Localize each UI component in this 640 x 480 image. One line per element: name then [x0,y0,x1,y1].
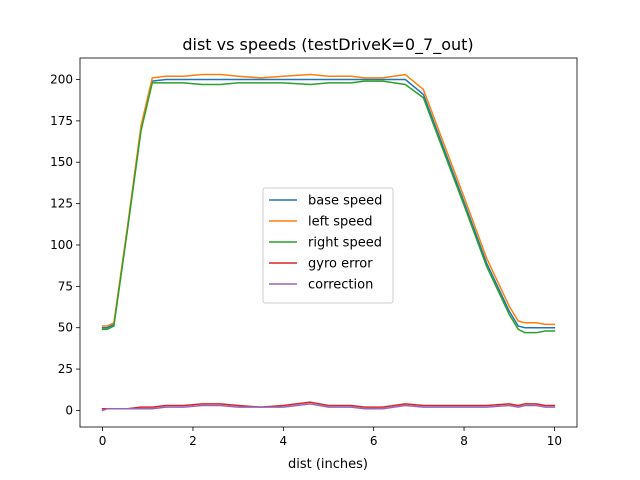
y-tick-label: 175 [50,114,73,128]
legend-box [262,187,394,304]
y-tick-label: 150 [50,155,73,169]
legend-entry-label: left speed [308,215,372,230]
x-axis-label: dist (inches) [288,457,368,472]
y-tick-label: 0 [65,403,73,417]
y-tick-label: 200 [50,73,73,87]
plot-frame [79,57,578,428]
x-tick-label: 2 [189,434,197,448]
y-tick-label: 50 [58,321,73,335]
series-line-left-speed [101,73,556,327]
chart-title: dist vs speeds (testDriveK=0_7_out) [182,35,473,55]
legend-entry-label: gyro error [308,257,373,272]
y-tick-label: 75 [58,279,73,293]
x-tick-label: 10 [547,434,562,448]
legend-entry-label: correction [308,278,373,293]
x-tick-label: 8 [460,434,468,448]
series-line-correction [101,403,556,412]
legend-entry-label: right speed [308,236,382,251]
x-tick-label: 6 [370,434,378,448]
legend-entry-label: base speed [308,194,382,209]
y-tick-label: 25 [58,362,73,376]
legend: base speed left speed right speed gyro erro… [262,187,394,304]
x-tick-label: 4 [279,434,287,448]
y-tick-label: 125 [50,197,73,211]
x-tick-label: 0 [99,434,107,448]
series-line-gyro-error [101,401,556,410]
series-layer [101,73,556,412]
y-tick-label: 100 [50,238,73,252]
series-line-right-speed [101,80,556,334]
